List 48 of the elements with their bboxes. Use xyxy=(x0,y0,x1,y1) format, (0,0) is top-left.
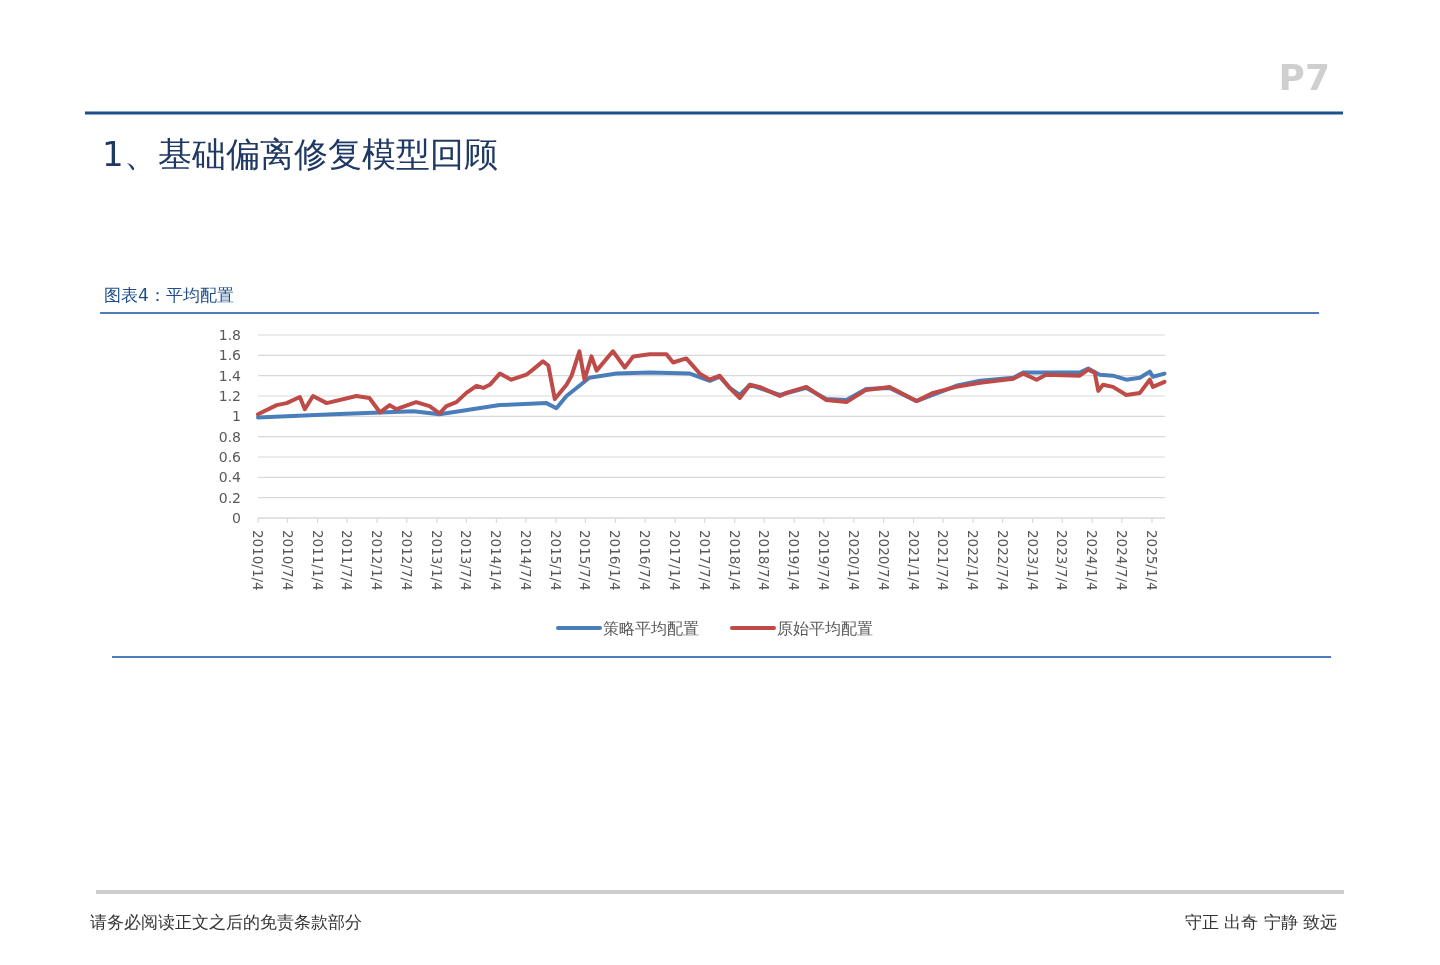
x-tick-label: 2012/1/4 xyxy=(369,530,386,591)
x-tick-label: 2022/1/4 xyxy=(965,530,982,591)
text: 守正 出奇 宁静 致远 xyxy=(1184,912,1337,932)
x-tick-label: 2013/7/4 xyxy=(458,530,475,591)
chart-subtitle: 图表4：平均配置 xyxy=(104,285,234,305)
x-tick-label: 2017/1/4 xyxy=(667,530,684,591)
x-tick-label: 2015/7/4 xyxy=(577,530,594,591)
x-tick-label: 2010/1/4 xyxy=(250,530,266,591)
x-tick-label: 2012/7/4 xyxy=(398,530,415,591)
y-tick-label: 1.8 xyxy=(218,327,241,343)
y-tick-label: 0.2 xyxy=(218,489,241,506)
y-tick-label: 0.4 xyxy=(218,469,242,486)
x-tick-label: 2011/1/4 xyxy=(309,530,326,591)
x-tick-label: 2021/1/4 xyxy=(905,530,922,591)
x-tick-label: 2025/1/4 xyxy=(1143,530,1160,591)
y-tick-label: 0 xyxy=(232,510,241,526)
y-tick-label: 1.4 xyxy=(218,367,242,384)
x-tick-label: 2024/7/4 xyxy=(1113,530,1130,591)
x-tick-label: 2018/1/4 xyxy=(726,530,743,591)
x-tick-label: 2020/7/4 xyxy=(875,530,892,591)
text: 请务必阅读正文之后的免责条款部分 xyxy=(90,912,362,932)
x-tick-label: 2015/1/4 xyxy=(547,530,564,591)
x-tick-label: 2014/1/4 xyxy=(488,530,505,591)
x-tick-label: 2024/1/4 xyxy=(1084,530,1101,591)
x-tick-label: 2014/7/4 xyxy=(517,530,534,591)
chart-title: 1、基础偏离修复模型回顾 xyxy=(102,134,498,174)
legend-label: 策略平均配置 xyxy=(603,619,699,638)
y-tick-label: 1 xyxy=(232,408,241,425)
x-tick-label: 2011/7/4 xyxy=(339,530,356,591)
x-tick-label: 2013/1/4 xyxy=(428,530,445,591)
legend-label: 原始平均配置 xyxy=(777,619,873,638)
x-tick-label: 2019/1/4 xyxy=(786,530,803,591)
y-tick-label: 0.8 xyxy=(218,428,241,445)
x-tick-label: 2018/7/4 xyxy=(756,530,773,591)
x-tick-label: 2016/7/4 xyxy=(637,530,654,591)
x-tick-label: 2022/7/4 xyxy=(994,530,1011,591)
x-tick-label: 2016/1/4 xyxy=(607,530,624,591)
line-series xyxy=(256,349,1167,417)
x-tick-label: 2021/7/4 xyxy=(935,530,952,591)
x-tick-label: 2023/7/4 xyxy=(1054,530,1071,591)
y-tick-label: 0.6 xyxy=(218,449,242,465)
x-tick-label: 2019/7/4 xyxy=(815,530,832,591)
x-tick-label: 2023/1/4 xyxy=(1024,530,1041,591)
y-tick-label: 1.6 xyxy=(218,347,242,364)
x-tick-label: 2017/7/4 xyxy=(696,530,713,591)
y-tick-label: 1.2 xyxy=(218,388,241,404)
x-tick-label: 2010/7/4 xyxy=(279,530,296,591)
x-tick-label: 2020/1/4 xyxy=(845,530,862,591)
